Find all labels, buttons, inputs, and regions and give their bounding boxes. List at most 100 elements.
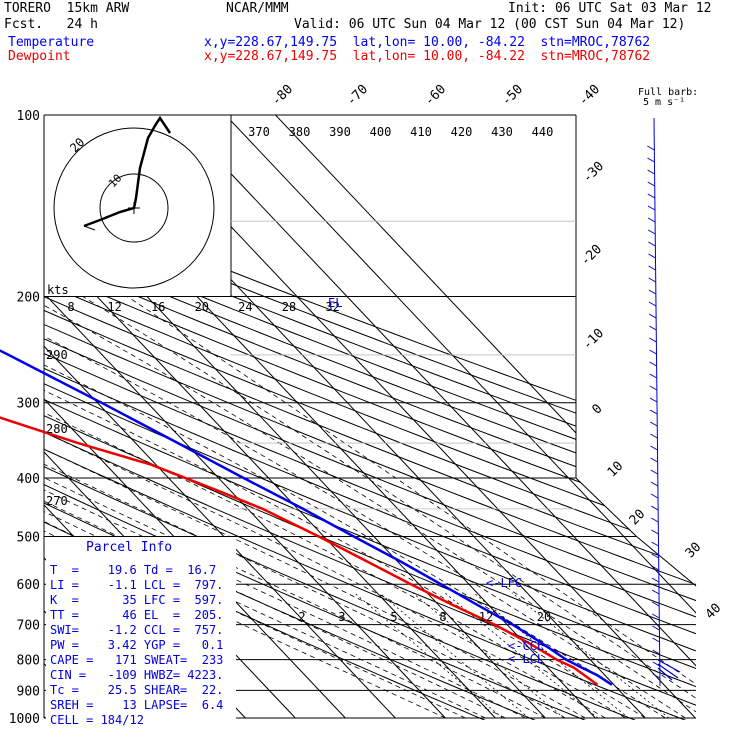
dry-adiabat (44, 115, 696, 720)
pressure-label: 900 (17, 684, 40, 699)
theta-left-label: 270 (46, 494, 68, 508)
mixing-ratio-line (473, 592, 629, 719)
wind-barb (647, 181, 655, 187)
isotherm-line (175, 115, 696, 719)
isotherm-label: -60 (422, 82, 449, 109)
wind-barb (649, 337, 657, 343)
parcel-row-cape: CAPE = 171 SWEAT= 233 (50, 653, 224, 667)
dry-adiabat (44, 115, 612, 720)
hodograph-speed-label: 28 (282, 300, 296, 314)
wind-barb (648, 277, 656, 283)
theta-left-label: 280 (46, 422, 68, 436)
hodograph-trace (83, 115, 172, 228)
isotherm-line (225, 115, 696, 719)
pressure-label: 300 (17, 397, 40, 412)
parcel-row-t: T = 19.6 Td = 16.7 (50, 563, 217, 577)
wind-barb (649, 397, 658, 403)
mixing-ratio-label: 3 (338, 610, 345, 624)
valid-time: Valid: 06 UTC Sun 04 Mar 12 (00 CST Sun … (294, 17, 686, 32)
forecast-hour: Fcst. 24 h (4, 17, 98, 32)
wind-barb (649, 373, 657, 379)
theta-label: 440 (532, 125, 554, 139)
theta-label: 400 (370, 125, 392, 139)
wind-barb (649, 409, 658, 415)
legend-temperature: Temperature (8, 35, 95, 50)
wind-barb-cluster (657, 659, 681, 681)
wind-barb (650, 433, 658, 439)
parcel-level-label: EL (328, 296, 342, 310)
isotherm-line (44, 115, 396, 719)
pressure-label: 700 (17, 619, 40, 634)
isotherm-label: -30 (580, 159, 607, 186)
parcel-row-cin: CIN = -109 HWBZ= 4223. (50, 668, 224, 682)
wind-barb (648, 241, 656, 247)
hodograph-speed-label: 20 (195, 300, 209, 314)
wind-barb (652, 625, 660, 631)
dry-adiabat (44, 115, 696, 720)
dry-adiabat (44, 115, 696, 720)
wind-barb (651, 589, 660, 595)
hodograph-ring-outer (53, 127, 215, 289)
wind-barb (649, 349, 657, 355)
wind-barb (647, 169, 655, 175)
pressure-label: 200 (17, 291, 40, 306)
wind-barb (647, 217, 656, 223)
theta-label: 430 (491, 125, 513, 139)
wind-barb (652, 649, 660, 655)
isotherm-label: -20 (578, 242, 605, 269)
dry-adiabat (44, 115, 696, 720)
dry-adiabat (44, 115, 696, 720)
wind-barb (648, 313, 657, 319)
wind-barb (647, 229, 656, 235)
pressure-label: 800 (17, 654, 40, 669)
wind-barb (650, 457, 658, 463)
wind-barb (651, 565, 660, 571)
wind-barb (651, 601, 660, 607)
isotherm-label: 30 (683, 540, 705, 562)
wind-barb (647, 145, 655, 151)
legend-temperature-info: x,y=228.67,149.75 lat,lon= 10.00, -84.22… (204, 35, 651, 50)
isotherm-label: 20 (627, 507, 649, 529)
mixing-ratio-label: 5 (390, 610, 397, 624)
wind-barb (649, 385, 658, 391)
parcel-info-panel: Parcel Info T = 19.6 Td = 16.7 LI = -1.1… (46, 537, 236, 733)
parcel-level-label: <-LFC (486, 576, 522, 590)
dry-adiabat (44, 115, 696, 720)
dry-adiabat (44, 115, 663, 720)
isotherm-label: -10 (580, 326, 607, 353)
wind-barb (652, 637, 660, 643)
dry-adiabat (44, 115, 696, 720)
parcel-row-tc: Tc = 25.5 SHEAR= 22. (50, 683, 224, 697)
parcel-row-tt: TT = 46 EL = 205. (50, 608, 224, 622)
theta-label: 420 (451, 125, 473, 139)
parcel-row-cell: CELL = 184/12 (50, 713, 144, 727)
dry-adiabat (44, 115, 696, 720)
dry-adiabat (44, 115, 696, 720)
theta-left-label: 290 (46, 348, 68, 362)
dry-adiabat (44, 115, 696, 720)
wind-barb (648, 289, 657, 295)
parcel-level-label: <-LCL (508, 652, 544, 666)
isotherm-line (44, 115, 446, 719)
moist-adiabat (44, 296, 546, 719)
wind-barb (647, 157, 655, 163)
barb-key-title: Full barb: (638, 87, 699, 98)
barb-key-value: 5 m s⁻¹ (643, 97, 686, 108)
wind-barb (648, 253, 656, 259)
wind-barb (648, 325, 657, 331)
mixing-ratio-label: 2 (298, 610, 305, 624)
wind-barb (650, 505, 659, 511)
parcel-row-swi: SWI= -1.2 CCL = 757. (50, 623, 224, 637)
hodograph-units: kts (47, 283, 69, 297)
mixing-ratio-line (379, 592, 530, 719)
temperature-trace (0, 349, 613, 686)
dry-adiabat (44, 115, 696, 720)
parcel-row-k: K = 35 LFC = 597. (50, 593, 224, 607)
dewpoint-trace (0, 416, 599, 686)
theta-label: 390 (329, 125, 351, 139)
pressure-label: 600 (17, 578, 40, 593)
wind-barb (651, 577, 660, 583)
dry-adiabat (44, 115, 696, 720)
model-label: TORERO 15km ARW (4, 1, 130, 16)
pressure-label: 500 (17, 530, 40, 545)
